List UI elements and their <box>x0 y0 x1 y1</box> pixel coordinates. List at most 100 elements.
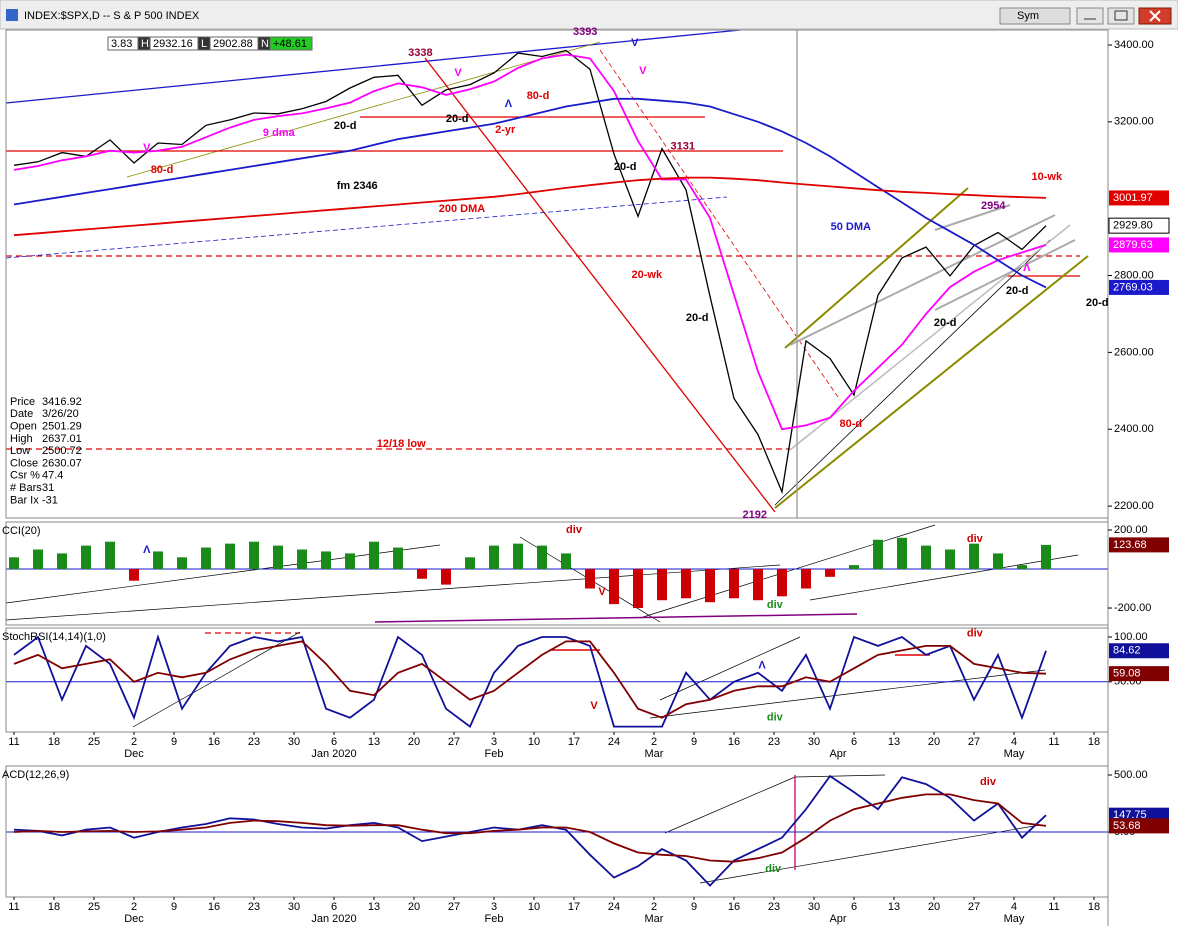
quote-text: L <box>201 38 207 50</box>
bar <box>561 553 571 570</box>
icon <box>1114 10 1128 21</box>
month-label: Jan 2020 <box>311 748 356 760</box>
bar <box>753 569 763 601</box>
series-line <box>13 49 1047 495</box>
x-tick-label: 3 <box>491 736 497 748</box>
annotation: 2192 <box>743 509 767 521</box>
bar <box>801 569 811 589</box>
bar <box>969 543 979 570</box>
minimize-button[interactable] <box>1076 7 1104 25</box>
month-label: May <box>1004 748 1025 760</box>
bar <box>585 569 595 589</box>
y-tick-label: 3200.00 <box>1114 116 1154 128</box>
x-tick-label: 11 <box>8 736 19 748</box>
bar <box>153 551 163 570</box>
last-value-box <box>1109 537 1169 553</box>
quote-text: N <box>261 38 269 50</box>
bar <box>57 553 67 570</box>
bar <box>537 545 547 570</box>
bar <box>633 569 643 609</box>
x-tick-label: 13 <box>368 736 380 748</box>
month-label: Feb <box>485 748 504 760</box>
info-label: Close <box>10 457 38 469</box>
month-label: Apr <box>829 748 846 760</box>
info-label: Low <box>10 445 30 457</box>
bar <box>225 543 235 570</box>
bar <box>369 541 379 570</box>
month-label: Mar <box>645 748 664 760</box>
bar <box>777 569 787 597</box>
info-value: -31 <box>42 494 58 506</box>
bar <box>129 569 139 581</box>
x-tick-label: 23 <box>248 736 260 748</box>
info-value: 3/26/20 <box>42 408 79 420</box>
bar <box>177 557 187 570</box>
last-value-label: 2769.03 <box>1113 281 1153 293</box>
series-line <box>13 97 1047 289</box>
x-tick-label: 24 <box>608 901 620 913</box>
panel <box>6 634 1108 728</box>
annotation: div <box>980 776 997 788</box>
x-tick-label: 18 <box>1088 901 1100 913</box>
info-value: 47.4 <box>42 470 63 482</box>
annotation: 9 dma <box>263 127 296 139</box>
bar <box>33 549 43 570</box>
toolbar <box>999 7 1071 25</box>
annotation: div <box>566 524 583 536</box>
bar <box>345 553 355 570</box>
x-tick-label: 9 <box>691 901 697 913</box>
annotation: 80-d <box>839 418 862 430</box>
annotation: 10-wk <box>1032 171 1063 183</box>
trend-line <box>374 613 858 623</box>
annotation: V <box>454 67 462 79</box>
bar <box>993 553 1003 570</box>
annotation: 3131 <box>671 141 695 153</box>
last-value-box <box>1109 190 1169 206</box>
series-line <box>13 634 1047 728</box>
trend-line <box>789 224 1071 451</box>
annotation: V <box>590 700 598 712</box>
x-tick-label: 2 <box>131 736 137 748</box>
annotation: 3338 <box>408 47 432 59</box>
annotation: 20-d <box>686 312 709 324</box>
annotation: 20-d <box>1006 285 1029 297</box>
annotation: 20-d <box>614 161 637 173</box>
bar <box>897 537 907 570</box>
panel-title: StochRSI(14,14)(1,0) <box>2 631 106 643</box>
trend-line <box>639 524 936 619</box>
x-tick-label: 24 <box>608 736 620 748</box>
x-tick-label: 20 <box>928 901 940 913</box>
month-label: May <box>1004 913 1025 925</box>
info-label: Open <box>10 421 37 433</box>
annotation: div <box>765 863 782 875</box>
bar <box>1017 565 1027 570</box>
quote-text: 2902.88 <box>213 38 253 50</box>
x-tick-label: 4 <box>1011 901 1017 913</box>
y-tick-label: 200.00 <box>1114 524 1148 536</box>
bar <box>105 541 115 570</box>
last-value-label: 84.62 <box>1113 645 1141 657</box>
info-value: 2501.29 <box>42 421 82 433</box>
info-label: Price <box>10 396 35 408</box>
quote-text: +48.61 <box>273 38 307 50</box>
month-label: Jan 2020 <box>311 913 356 925</box>
x-tick-label: 23 <box>248 901 260 913</box>
x-tick-label: 9 <box>171 736 177 748</box>
maximize-button[interactable] <box>1107 7 1135 25</box>
bar <box>321 551 331 570</box>
bar <box>681 569 691 599</box>
trend-line <box>599 49 841 401</box>
info-value: 2637.01 <box>42 433 82 445</box>
info-label: Csr % <box>10 470 40 482</box>
bar <box>513 543 523 570</box>
x-tick-label: 30 <box>288 736 300 748</box>
x-tick-label: 6 <box>851 736 857 748</box>
series-line <box>13 176 1047 237</box>
toolbar-button[interactable]: Sym <box>1017 10 1039 22</box>
bar <box>705 569 715 603</box>
trend-line <box>664 776 796 834</box>
last-value-box <box>1109 237 1169 253</box>
last-value-box <box>1109 643 1169 659</box>
panel-title: ACD(12,26,9) <box>2 769 69 781</box>
